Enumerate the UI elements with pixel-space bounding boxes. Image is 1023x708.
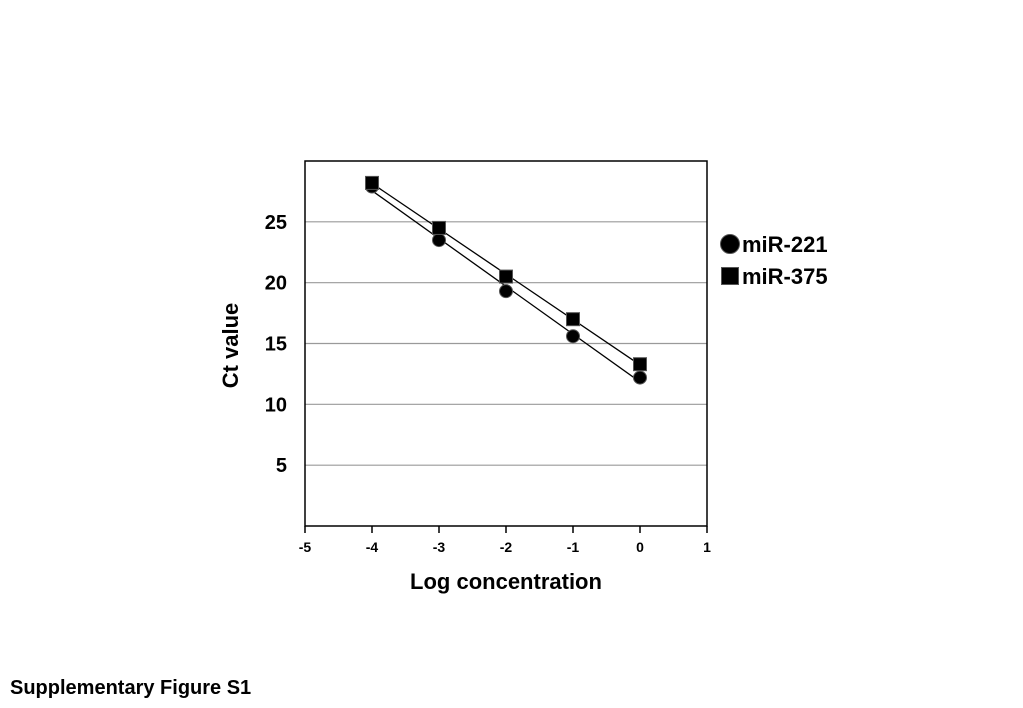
data-point <box>432 220 446 235</box>
data-point <box>566 312 580 327</box>
data-point <box>566 329 580 344</box>
y-tick-label: 20 <box>265 273 287 295</box>
x-tick-label: -4 <box>366 539 379 555</box>
data-point <box>365 175 379 190</box>
series-miR-375 <box>365 175 647 372</box>
x-tick-label: 0 <box>636 539 644 555</box>
x-tick-label: -2 <box>500 539 513 555</box>
data-point <box>633 357 647 372</box>
x-axis-title: Log concentration <box>410 569 602 594</box>
y-tick-label: 5 <box>276 455 287 477</box>
data-point <box>499 269 513 284</box>
y-axis: 5 10 15 20 25 <box>265 212 287 477</box>
legend-label: miR-221 <box>742 232 828 257</box>
x-tick-label: -5 <box>299 539 312 555</box>
y-tick-label: 10 <box>265 394 287 416</box>
data-point <box>432 233 446 248</box>
grid <box>305 221 707 466</box>
legend-label: miR-375 <box>742 264 828 289</box>
y-tick-label: 25 <box>265 212 287 234</box>
x-tick-label: -3 <box>433 539 446 555</box>
x-axis: -5 -4 -3 -2 -1 0 1 <box>299 526 711 555</box>
x-tick-label: -1 <box>567 539 580 555</box>
y-axis-title: Ct value <box>218 303 243 389</box>
data-point <box>633 370 647 385</box>
figure-caption: Supplementary Figure S1 <box>10 677 252 699</box>
y-tick-label: 15 <box>265 334 287 356</box>
series-area <box>365 175 647 385</box>
data-point <box>499 284 513 299</box>
legend-marker-circle <box>720 234 740 254</box>
x-tick-label: 1 <box>703 539 711 555</box>
legend-marker-square <box>721 267 739 285</box>
legend: miR-221 miR-375 <box>720 232 828 289</box>
